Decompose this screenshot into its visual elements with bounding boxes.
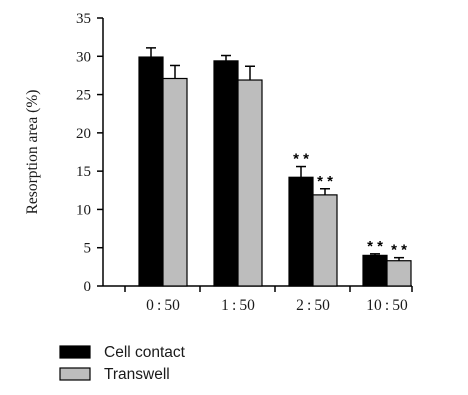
x-axis: 0 : 50 1 : 50 2 : 50 10 : 50 (103, 285, 413, 314)
bar (237, 79, 263, 287)
bar (213, 60, 239, 287)
bar (162, 77, 188, 287)
bar (362, 254, 388, 287)
bar-series-group: * * * * * * * * (138, 47, 412, 287)
legend: Cell contact Transwell (59, 344, 186, 383)
y-tick-label: 30 (76, 49, 91, 65)
y-tick-label: 20 (76, 126, 91, 142)
x-tick-label: 0 : 50 (146, 297, 180, 314)
significance-label: * * (317, 173, 333, 190)
significance-label: * * (391, 242, 407, 259)
x-tick-label: 1 : 50 (221, 297, 255, 314)
legend-swatch (59, 367, 91, 381)
bar (138, 56, 164, 287)
y-tick-label: 15 (76, 164, 91, 180)
significance-label: * * (293, 151, 309, 168)
bar (288, 176, 314, 287)
y-tick-label: 25 (76, 88, 91, 104)
y-axis: 0 5 10 15 20 25 30 35 (76, 11, 104, 295)
bar (386, 260, 412, 287)
y-tick-label: 5 (84, 241, 92, 257)
x-tick-label: 10 : 50 (366, 297, 408, 314)
legend-label: Cell contact (104, 344, 186, 361)
y-tick-label: 10 (76, 202, 91, 218)
y-axis-title: Resorption area (%) (24, 90, 41, 215)
y-tick-label: 0 (84, 279, 92, 295)
legend-swatch (59, 345, 91, 359)
x-tick-label: 2 : 50 (296, 297, 330, 314)
significance-label: * * (367, 238, 383, 255)
y-tick-label: 35 (76, 11, 91, 27)
legend-label: Transwell (104, 366, 170, 383)
bar (312, 194, 338, 287)
